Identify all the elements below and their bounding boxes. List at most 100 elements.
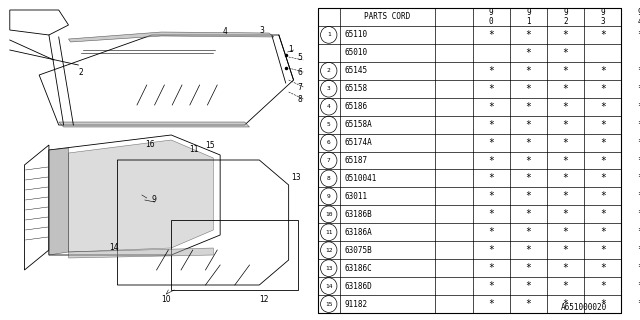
Text: *: *	[600, 102, 605, 112]
Text: 8: 8	[298, 95, 302, 104]
Text: 8: 8	[327, 176, 331, 181]
Text: *: *	[563, 102, 568, 112]
Text: *: *	[563, 191, 568, 201]
Text: *: *	[600, 156, 605, 165]
Text: *: *	[525, 102, 531, 112]
Text: *: *	[488, 173, 494, 183]
Text: *: *	[525, 281, 531, 291]
Text: 9
0: 9 0	[489, 8, 493, 26]
Text: 14: 14	[109, 243, 119, 252]
Text: *: *	[637, 191, 640, 201]
Text: *: *	[600, 263, 605, 273]
Text: 7: 7	[327, 158, 331, 163]
Text: 1: 1	[289, 45, 293, 54]
Text: *: *	[600, 120, 605, 130]
Text: 65010: 65010	[344, 48, 367, 57]
Bar	[318, 8, 621, 313]
Text: 12: 12	[325, 248, 333, 253]
Text: *: *	[488, 191, 494, 201]
Text: *: *	[488, 102, 494, 112]
Text: *: *	[525, 84, 531, 94]
Text: *: *	[600, 299, 605, 309]
Text: 63186C: 63186C	[344, 264, 372, 273]
Text: *: *	[600, 209, 605, 219]
Text: 63186B: 63186B	[344, 210, 372, 219]
Text: *: *	[637, 102, 640, 112]
Text: *: *	[637, 227, 640, 237]
Text: *: *	[488, 84, 494, 94]
Text: 1: 1	[327, 32, 331, 37]
Text: *: *	[637, 173, 640, 183]
Text: A651000020: A651000020	[561, 303, 607, 312]
Text: *: *	[488, 30, 494, 40]
Text: *: *	[525, 173, 531, 183]
Text: *: *	[563, 48, 568, 58]
Text: 6: 6	[298, 68, 302, 77]
Text: *: *	[525, 138, 531, 148]
Text: 63011: 63011	[344, 192, 367, 201]
Text: PARTS CORD: PARTS CORD	[364, 12, 411, 21]
Text: *: *	[563, 227, 568, 237]
Text: *: *	[637, 120, 640, 130]
Text: *: *	[525, 299, 531, 309]
Text: *: *	[488, 209, 494, 219]
Text: 9
4: 9 4	[637, 8, 640, 26]
Text: *: *	[600, 281, 605, 291]
Text: 65110: 65110	[344, 30, 367, 39]
Text: 65187: 65187	[344, 156, 367, 165]
Text: *: *	[525, 209, 531, 219]
Text: 11: 11	[325, 230, 333, 235]
Text: 91182: 91182	[344, 300, 367, 308]
Text: *: *	[637, 138, 640, 148]
Text: 65158: 65158	[344, 84, 367, 93]
Text: *: *	[600, 227, 605, 237]
Polygon shape	[68, 248, 213, 258]
Text: 9: 9	[152, 195, 157, 204]
Text: *: *	[525, 120, 531, 130]
Text: 63075B: 63075B	[344, 246, 372, 255]
Text: *: *	[488, 281, 494, 291]
Text: 65174A: 65174A	[344, 138, 372, 147]
Text: *: *	[563, 138, 568, 148]
Text: *: *	[563, 209, 568, 219]
Text: 3: 3	[327, 86, 331, 91]
Text: *: *	[525, 48, 531, 58]
Text: 16: 16	[145, 140, 154, 149]
Text: *: *	[637, 263, 640, 273]
Polygon shape	[49, 148, 68, 255]
Text: *: *	[563, 30, 568, 40]
Text: *: *	[600, 30, 605, 40]
Text: *: *	[488, 120, 494, 130]
Text: *: *	[563, 120, 568, 130]
Text: 5: 5	[327, 122, 331, 127]
Text: *: *	[488, 227, 494, 237]
Text: *: *	[488, 263, 494, 273]
Text: *: *	[525, 66, 531, 76]
Text: *: *	[525, 156, 531, 165]
Text: 6: 6	[327, 140, 331, 145]
Text: 12: 12	[259, 295, 269, 304]
Text: *: *	[488, 245, 494, 255]
Text: 10: 10	[325, 212, 333, 217]
Text: 15: 15	[205, 141, 215, 150]
Text: 13: 13	[292, 173, 301, 182]
Text: *: *	[563, 299, 568, 309]
Text: *: *	[600, 84, 605, 94]
Text: *: *	[525, 227, 531, 237]
Text: 63186A: 63186A	[344, 228, 372, 237]
Polygon shape	[68, 140, 213, 252]
Text: *: *	[600, 66, 605, 76]
Text: *: *	[525, 30, 531, 40]
Text: 4: 4	[223, 27, 228, 36]
Text: *: *	[488, 138, 494, 148]
Text: *: *	[600, 245, 605, 255]
Text: 2: 2	[78, 68, 83, 77]
Text: *: *	[525, 245, 531, 255]
Text: *: *	[563, 173, 568, 183]
Text: *: *	[525, 263, 531, 273]
Text: 9
3: 9 3	[600, 8, 605, 26]
Text: 13: 13	[325, 266, 333, 271]
Text: *: *	[637, 281, 640, 291]
Text: *: *	[600, 173, 605, 183]
Text: *: *	[563, 66, 568, 76]
